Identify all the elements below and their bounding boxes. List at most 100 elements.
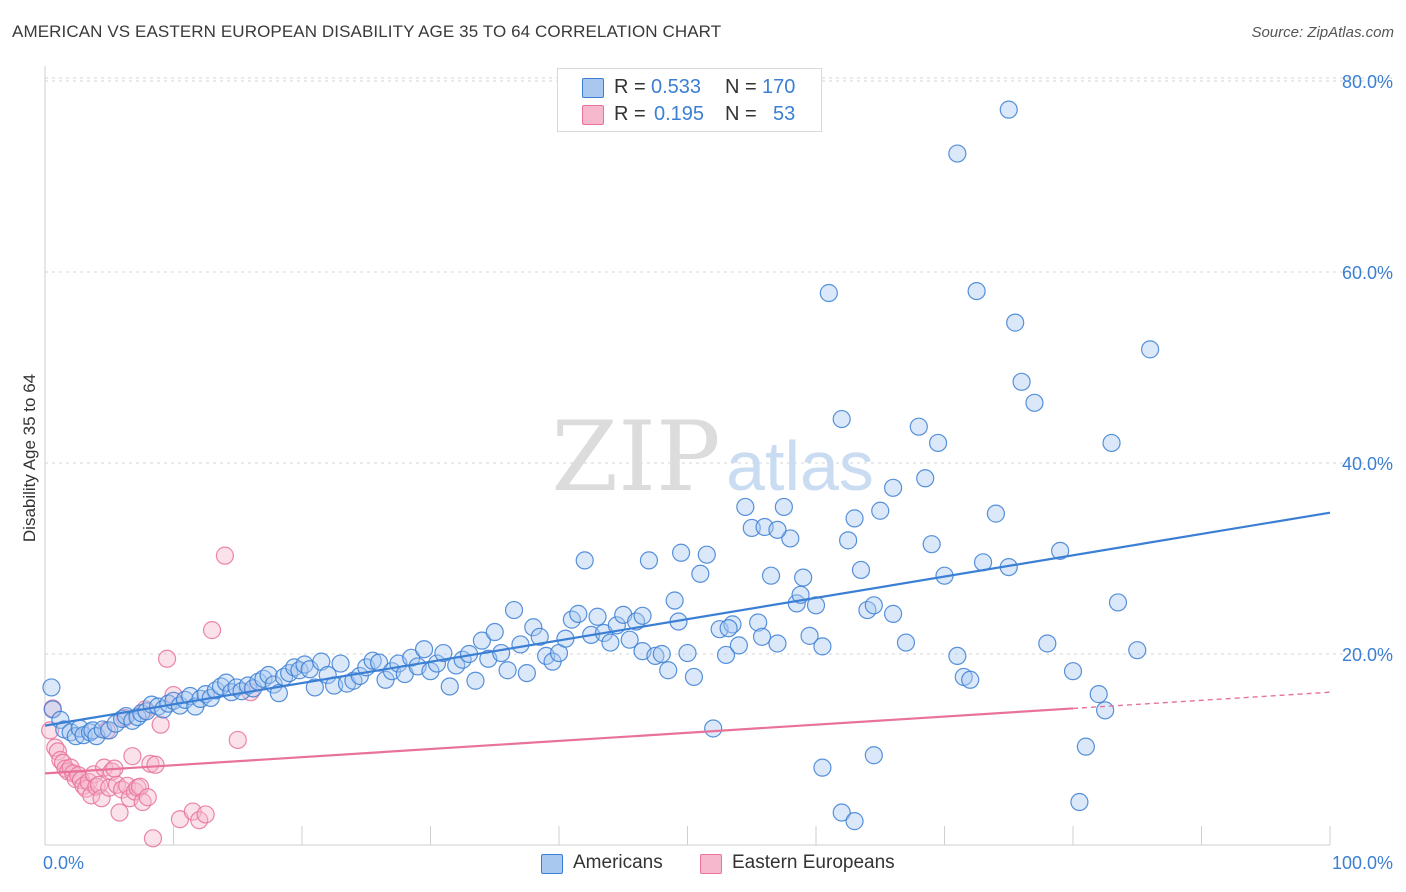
americans-point xyxy=(749,613,768,632)
americans-point xyxy=(620,630,639,649)
trend-lines xyxy=(44,511,1331,775)
americans-point xyxy=(794,568,813,587)
americans-point xyxy=(774,497,793,517)
legend-n-value: 53 xyxy=(773,103,796,125)
americans-point xyxy=(800,626,819,645)
americans-point xyxy=(999,100,1018,119)
americans-swatch xyxy=(582,78,604,98)
eastern-europeans-trend-line xyxy=(44,707,1074,775)
y-tick-label: 60.0% xyxy=(1342,263,1393,283)
eastern-europeans-point xyxy=(157,649,177,668)
americans-points xyxy=(42,100,1160,831)
americans-point xyxy=(928,433,948,453)
americans-point xyxy=(42,678,61,697)
americans-point xyxy=(1038,634,1057,653)
americans-point xyxy=(671,543,691,562)
watermark-atlas: atlas xyxy=(726,427,874,505)
americans-point xyxy=(414,640,434,659)
americans-point xyxy=(665,591,684,610)
eastern-europeans-point xyxy=(202,621,222,640)
eastern-europeans-point xyxy=(110,803,129,822)
americans-point xyxy=(1070,792,1089,812)
americans-point xyxy=(922,535,941,554)
americans-point xyxy=(1076,737,1095,756)
watermark-zip: ZIP xyxy=(551,401,720,513)
americans-point xyxy=(851,560,871,580)
americans-legend-label: Americans xyxy=(573,852,663,873)
americans-point xyxy=(896,633,916,652)
americans-point xyxy=(269,684,288,703)
eastern-europeans-point xyxy=(228,730,247,750)
y-axis-label: Disability Age 35 to 64 xyxy=(20,373,39,543)
americans-point xyxy=(524,618,543,637)
americans-point xyxy=(280,663,299,683)
americans-point xyxy=(752,627,772,646)
americans-point xyxy=(742,518,761,538)
legend-r-label: R = xyxy=(614,76,646,98)
americans-point xyxy=(832,803,851,822)
legend-r-label: R = xyxy=(614,103,646,125)
americans-point xyxy=(768,634,787,653)
americans-point xyxy=(761,566,781,585)
americans-point xyxy=(1140,340,1160,359)
americans-point xyxy=(498,661,517,680)
eastern-europeans-point xyxy=(215,546,234,565)
americans-point xyxy=(511,635,530,654)
americans-point xyxy=(363,651,382,670)
gridlines xyxy=(45,77,1392,655)
americans-trend-line xyxy=(44,511,1331,727)
americans-point xyxy=(1096,701,1115,720)
eastern-europeans-point xyxy=(89,775,109,794)
americans-point xyxy=(601,633,620,652)
americans-point xyxy=(948,144,967,163)
americans-point xyxy=(781,529,800,548)
americans-point xyxy=(517,663,536,683)
americans-point xyxy=(1025,393,1044,412)
americans-point xyxy=(331,654,350,673)
americans-point xyxy=(916,469,935,488)
eastern-europeans-point xyxy=(102,762,121,781)
americans-point xyxy=(813,758,832,777)
watermark: ZIP atlas xyxy=(551,401,874,513)
americans-point xyxy=(1006,313,1025,332)
americans-point xyxy=(434,643,453,663)
americans-point xyxy=(883,478,903,497)
americans-point xyxy=(305,678,324,697)
eastern-europeans-swatch xyxy=(582,105,604,125)
americans-point xyxy=(967,282,986,301)
eastern-europeans-point xyxy=(143,829,163,848)
americans-point xyxy=(588,607,607,626)
americans-point xyxy=(639,551,659,570)
americans-point xyxy=(1012,372,1031,391)
x-tick-label: 100.0% xyxy=(1332,853,1393,873)
americans-point xyxy=(678,643,697,663)
source-label: Source: ZipAtlas.com xyxy=(1251,24,1394,41)
americans-point xyxy=(259,665,278,685)
legend-r-value: 0.533 xyxy=(651,76,702,98)
americans-point xyxy=(813,637,832,656)
americans-point xyxy=(691,564,710,583)
americans-point xyxy=(684,667,704,687)
eastern-europeans-trend-extension xyxy=(1072,691,1331,710)
eastern-europeans-point xyxy=(196,805,215,824)
eastern-europeans-legend-label: Eastern Europeans xyxy=(732,852,895,873)
americans-point xyxy=(1063,662,1083,681)
eastern-europeans-point xyxy=(146,755,165,774)
americans-point xyxy=(440,677,459,696)
americans-point xyxy=(768,520,787,539)
axes xyxy=(44,66,1331,846)
americans-point xyxy=(845,812,864,831)
legend-n-value: 170 xyxy=(762,76,796,98)
americans-point xyxy=(729,636,749,655)
americans-point xyxy=(697,545,716,564)
americans-point xyxy=(530,627,549,646)
y-tick-label: 20.0% xyxy=(1342,645,1393,665)
americans-point xyxy=(1108,593,1128,612)
americans-point xyxy=(961,670,980,689)
americans-point xyxy=(819,283,838,303)
americans-point xyxy=(569,604,588,623)
americans-point xyxy=(839,531,858,550)
americans-point xyxy=(633,606,652,625)
chart-title: AMERICAN VS EASTERN EUROPEAN DISABILITY … xyxy=(12,22,722,41)
